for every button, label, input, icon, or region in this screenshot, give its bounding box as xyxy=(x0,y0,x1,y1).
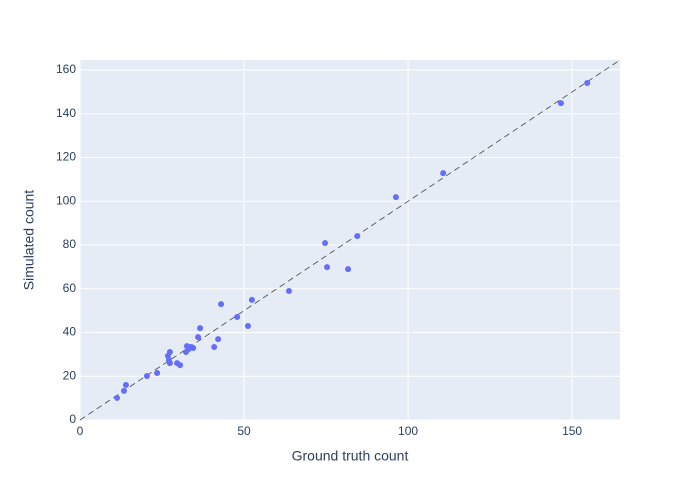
scatter-point xyxy=(244,322,251,329)
y-tick-label: 60 xyxy=(63,281,77,295)
scatter-point xyxy=(166,360,173,367)
scatter-point xyxy=(195,334,202,341)
scatter-point xyxy=(584,79,591,86)
scatter-point xyxy=(143,373,150,380)
scatter-point xyxy=(322,240,329,247)
y-tick-label: 160 xyxy=(56,62,76,76)
y-tick-label: 100 xyxy=(56,193,76,207)
scatter-point xyxy=(248,296,255,303)
scatter-point xyxy=(190,345,197,352)
scatter-point xyxy=(324,264,331,271)
y-tick-label: 40 xyxy=(63,325,77,339)
scatter-point xyxy=(120,387,127,394)
scatter-point xyxy=(177,362,184,369)
reference-line xyxy=(79,59,621,421)
scatter-point xyxy=(234,313,241,320)
scatter-point xyxy=(166,348,173,355)
y-tick-label: 20 xyxy=(63,368,77,382)
y-tick-label: 140 xyxy=(56,106,76,120)
scatter-point xyxy=(122,382,129,389)
y-axis-title: Simulated count xyxy=(21,190,37,291)
y-tick-label: 120 xyxy=(56,150,76,164)
scatter-point xyxy=(345,266,352,273)
scatter-point xyxy=(114,394,121,401)
scatter-point xyxy=(154,369,161,376)
x-axis-title: Ground truth count xyxy=(292,448,409,464)
y-tick-label: 80 xyxy=(63,237,77,251)
scatter-point xyxy=(354,233,361,240)
scatter-point xyxy=(218,301,225,308)
scatter-point xyxy=(211,343,218,350)
scatter-point xyxy=(215,336,222,343)
x-tick-label: 150 xyxy=(562,424,582,438)
x-tick-label: 100 xyxy=(398,424,418,438)
scatter-point xyxy=(440,170,447,177)
x-tick-label: 50 xyxy=(237,424,251,438)
scatter-point xyxy=(557,100,564,107)
scatter-point xyxy=(285,287,292,294)
x-tick-label: 0 xyxy=(77,424,84,438)
y-tick-label: 0 xyxy=(69,412,76,426)
scatter-point xyxy=(392,194,399,201)
scatter-point xyxy=(197,325,204,332)
